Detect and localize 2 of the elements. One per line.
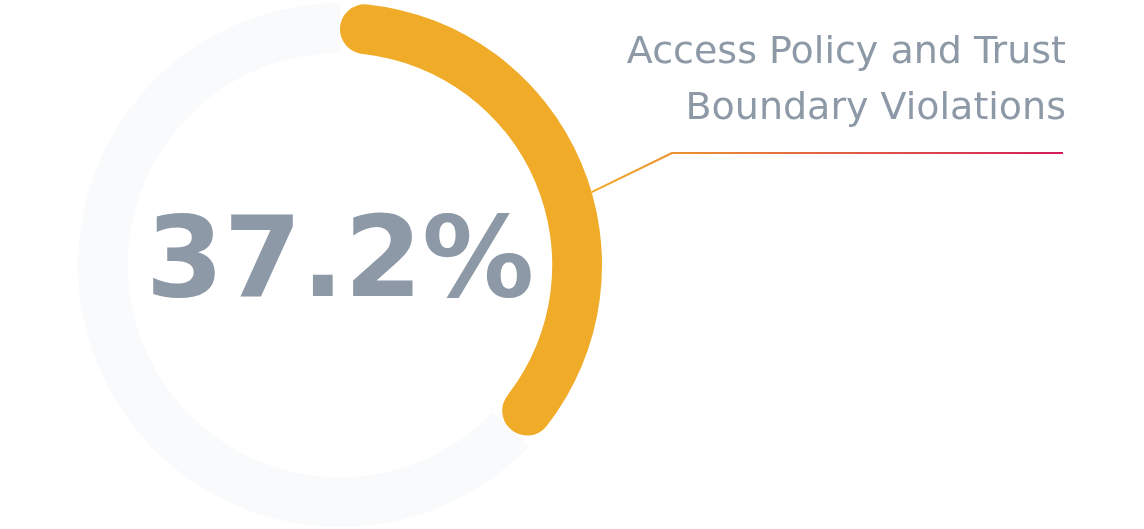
slice-label: Access Policy and Trust Boundary Violations: [626, 27, 1066, 128]
data-label: 37.2%: [145, 192, 535, 323]
